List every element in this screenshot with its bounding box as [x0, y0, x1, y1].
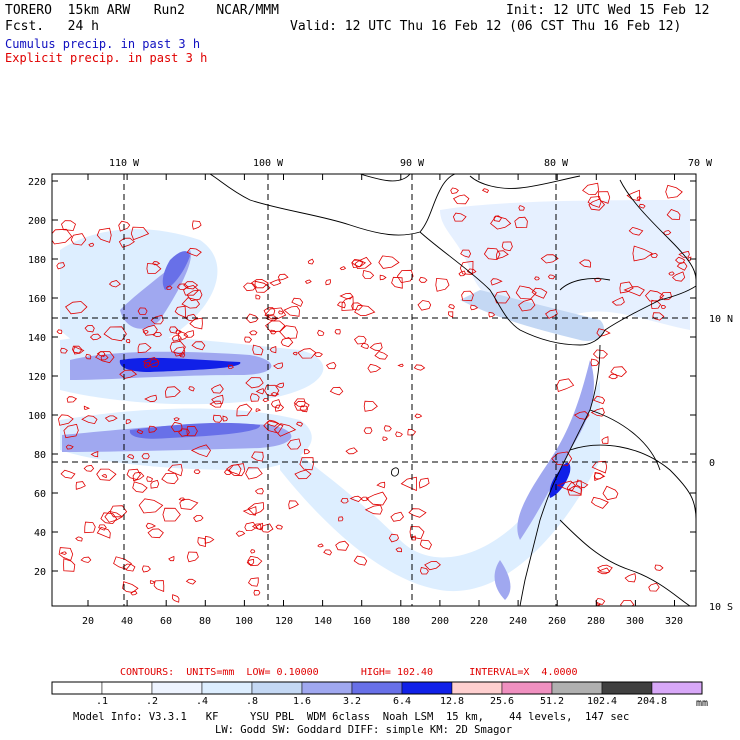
- lat-labels: 10 N 0 10 S: [709, 314, 733, 613]
- tick-marks: [52, 174, 696, 606]
- lon-label: 80 W: [544, 158, 569, 169]
- colorbar-cell: [501, 681, 553, 695]
- init-time: Init: 12 UTC Wed 15 Feb 12: [506, 3, 710, 18]
- x-tick-label: 100: [235, 616, 253, 627]
- colorbar-tick-label: 3.2: [342, 696, 362, 707]
- colorbar-cell: [551, 681, 603, 695]
- colorbar-tick-label: .4: [195, 696, 209, 707]
- x-tick-label: 180: [392, 616, 410, 627]
- colorbar-cell: [51, 681, 103, 695]
- lat-label: 10 S: [709, 602, 733, 613]
- y-tick-label: 140: [28, 333, 46, 344]
- y-tick-label: 160: [28, 294, 46, 305]
- x-tick-label: 220: [470, 616, 488, 627]
- colorbar-tick-label: 12.8: [439, 696, 465, 707]
- lon-label: 100 W: [253, 158, 284, 169]
- lat-label: 0: [709, 458, 715, 469]
- model-info-line2: LW: Godd SW: Goddard DIFF: simple KM: 2D…: [215, 724, 513, 736]
- explicit-precip-contours: [52, 182, 692, 606]
- x-tick-label: 60: [160, 616, 172, 627]
- colorbar-tick-label: 102.4: [586, 696, 618, 707]
- colorbar-tick-label: 6.4: [392, 696, 412, 707]
- cumulus-legend: Cumulus precip. in past 3 h: [5, 37, 201, 51]
- lon-labels: 110 W 100 W 90 W 80 W 70 W: [109, 158, 713, 169]
- colorbar-cell: [301, 681, 353, 695]
- colorbar-tick-label: 51.2: [539, 696, 565, 707]
- map-frame: [51, 173, 697, 607]
- x-tick-label: 80: [199, 616, 211, 627]
- y-tick-label: 80: [34, 450, 46, 461]
- y-tick-label: 120: [28, 372, 46, 383]
- y-tick-label: 20: [34, 567, 46, 578]
- y-tick-label: 200: [28, 216, 46, 227]
- colorbar-cell: [251, 681, 303, 695]
- colorbar-tick-label: .2: [145, 696, 159, 707]
- colorbar-cell: [451, 681, 503, 695]
- y-tick-labels: 220 200 180 160 140 120 100 80 60 40 20: [28, 177, 46, 578]
- x-tick-label: 280: [587, 616, 605, 627]
- x-tick-label: 120: [275, 616, 293, 627]
- x-tick-label: 200: [431, 616, 449, 627]
- x-tick-label: 40: [121, 616, 133, 627]
- y-tick-label: 220: [28, 177, 46, 188]
- lon-label: 110 W: [109, 158, 140, 169]
- colorbar-cell: [401, 681, 453, 695]
- forecast-hour: Fcst. 24 h: [5, 19, 99, 34]
- valid-time: Valid: 12 UTC Thu 16 Feb 12 (06 CST Thu …: [290, 19, 682, 34]
- graticule: [52, 174, 696, 606]
- x-tick-label: 260: [548, 616, 566, 627]
- model-info-line1: Model Info: V3.3.1 KF YSU PBL WDM 6class…: [73, 711, 630, 723]
- x-tick-label: 300: [626, 616, 644, 627]
- coastlines: [209, 174, 696, 606]
- colorbar-cell: [101, 681, 153, 695]
- lon-label: 90 W: [400, 158, 425, 169]
- x-tick-label: 20: [82, 616, 94, 627]
- colorbar-cell: [201, 681, 253, 695]
- x-tick-label: 320: [665, 616, 683, 627]
- colorbar-frame: [51, 681, 703, 695]
- x-tick-label: 240: [509, 616, 527, 627]
- colorbar-tick-label: .1: [95, 696, 109, 707]
- colorbar-unit: mm: [695, 698, 709, 709]
- cumulus-precip-layer: [60, 200, 690, 600]
- colorbar-cell: [601, 681, 653, 695]
- x-tick-labels: 20 40 60 80 100 120 140 160 180 200 220 …: [82, 616, 683, 627]
- y-tick-label: 180: [28, 255, 46, 266]
- colorbar-tick-label: 204.8: [636, 696, 668, 707]
- colorbar-cell: [151, 681, 203, 695]
- x-tick-label: 160: [353, 616, 371, 627]
- x-tick-label: 140: [314, 616, 332, 627]
- colorbar: [51, 681, 703, 695]
- colorbar-tick-label: 25.6: [489, 696, 515, 707]
- y-tick-label: 100: [28, 411, 46, 422]
- colorbar-cell: [651, 681, 703, 695]
- y-tick-label: 40: [34, 528, 46, 539]
- colorbar-tick-label: .8: [245, 696, 259, 707]
- title-left: TORERO 15km ARW Run2 NCAR/MMM: [5, 3, 279, 18]
- contour-info: CONTOURS: UNITS=mm LOW= 0.10000 HIGH= 10…: [120, 667, 578, 678]
- y-tick-label: 60: [34, 489, 46, 500]
- lat-label: 10 N: [709, 314, 733, 325]
- colorbar-cell: [351, 681, 403, 695]
- colorbar-tick-label: 1.6: [292, 696, 312, 707]
- lon-label: 70 W: [688, 158, 713, 169]
- explicit-legend: Explicit precip. in past 3 h: [5, 51, 208, 65]
